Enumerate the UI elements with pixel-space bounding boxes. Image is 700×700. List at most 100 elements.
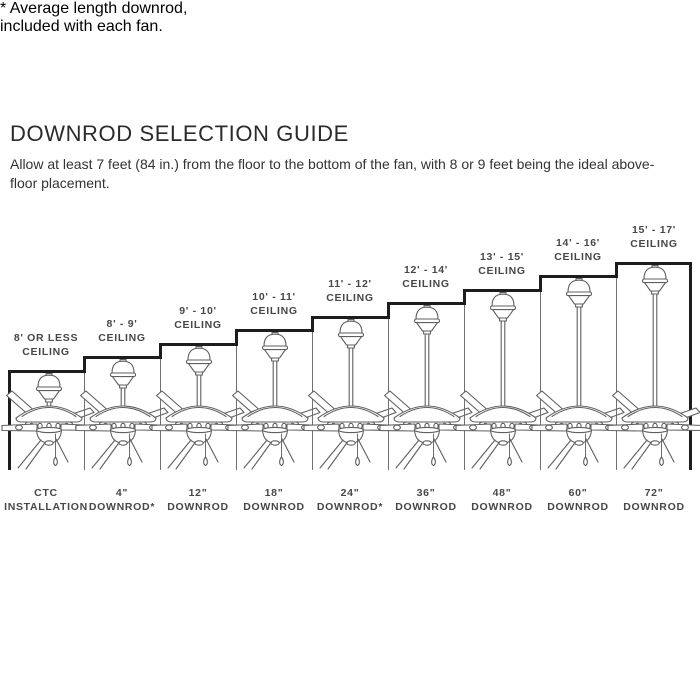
- downrod-length-text: 12": [188, 487, 208, 499]
- fan-step-cell: [227, 329, 323, 470]
- housing-cap: [194, 440, 204, 446]
- pull-chain-weight: [355, 456, 360, 467]
- canopy-bell: [187, 347, 211, 361]
- downrod: [196, 374, 202, 409]
- ceiling-fan-illustration: [455, 292, 551, 470]
- fan-step-cell: [151, 343, 247, 470]
- stair-riser-line: [234, 329, 238, 346]
- blade-iron-left: [393, 424, 401, 431]
- page-title: DOWNROD SELECTION GUIDE: [10, 121, 349, 146]
- ceiling-word-text: CEILING: [22, 345, 70, 358]
- blade-iron-left: [621, 424, 629, 431]
- front-blade-edge: [479, 441, 501, 470]
- canopy-bell: [339, 320, 363, 334]
- front-blade-edge: [99, 441, 121, 470]
- blade-iron-left: [317, 424, 325, 431]
- motor-dome-inner-line: [551, 406, 607, 418]
- downrod: [652, 293, 658, 409]
- intro-text: Allow at least 7 feet (84 in.) from the …: [10, 156, 655, 191]
- blade-iron-left: [469, 424, 477, 431]
- fan-step-cell: [531, 275, 627, 470]
- downrod-length-text: 18": [264, 487, 284, 499]
- pull-chain-weight: [53, 456, 58, 467]
- downrod-word-text: DOWNROD: [243, 500, 305, 513]
- downrod-length-text: 36": [416, 487, 436, 499]
- downrod-size-label: 60" DOWNROD: [530, 487, 626, 514]
- front-blade-edge: [403, 441, 425, 470]
- front-blade-edge: [55, 438, 69, 463]
- canopy-taper: [415, 322, 439, 332]
- canopy-taper: [643, 282, 667, 292]
- motor-dome-inner-line: [171, 406, 227, 418]
- front-blade-edge: [17, 439, 42, 469]
- pull-chain-weight: [659, 456, 664, 467]
- stair-riser-line: [386, 302, 390, 319]
- front-blade-edge: [91, 439, 116, 469]
- fan-step-cell: [303, 316, 399, 470]
- fan-step-cell: [1, 370, 97, 470]
- front-blade-edge: [585, 438, 599, 463]
- pull-chain-weight: [583, 456, 588, 467]
- front-blade-edge: [357, 438, 371, 463]
- ceiling-fan-illustration: [227, 332, 323, 470]
- housing-cap: [498, 440, 508, 446]
- downrod-length-text: 60": [568, 487, 588, 499]
- canopy-bell: [567, 279, 591, 293]
- fan-step-cell: [607, 262, 700, 470]
- ceiling-word-text: CEILING: [402, 277, 450, 290]
- ceiling-height-label: 8' OR LESS CEILING: [0, 330, 94, 370]
- front-blade-edge: [547, 439, 572, 469]
- downrod-size-label: 36" DOWNROD: [378, 487, 474, 514]
- footnote-line-2: included with each fan.: [0, 18, 163, 35]
- ceiling-fan-illustration: [303, 319, 399, 470]
- motor-dome: [165, 405, 233, 423]
- downrod-word-text: DOWNROD: [167, 500, 229, 513]
- motor-dome-inner-line: [21, 406, 77, 418]
- downrod-word-text: DOWNROD: [547, 500, 609, 513]
- downrod: [424, 333, 430, 409]
- stair-riser-line: [158, 343, 162, 359]
- blade-iron-right: [681, 424, 689, 431]
- motor-dome: [317, 405, 385, 423]
- downrod-length-text: 24": [340, 487, 360, 499]
- front-blade-edge: [661, 438, 675, 463]
- ceiling-height-label: 15' - 17' CEILING: [606, 222, 700, 262]
- downrod-word-text: DOWNROD: [623, 500, 685, 513]
- front-blade-edge: [631, 441, 653, 470]
- ceiling-range-text: 13' - 15': [480, 251, 524, 263]
- downrod: [120, 387, 126, 409]
- ceiling-height-label: 14' - 16' CEILING: [530, 235, 626, 275]
- ceiling-word-text: CEILING: [98, 331, 146, 344]
- motor-dome-inner-line: [323, 406, 379, 418]
- blade-iron-left: [165, 424, 173, 431]
- front-blade-edge: [319, 439, 344, 469]
- front-blade-edge: [175, 441, 197, 470]
- front-blade-edge: [205, 438, 219, 463]
- ceiling-height-label: 10' - 11' CEILING: [226, 289, 322, 329]
- downrod-size-label: 4" DOWNROD*: [74, 487, 170, 514]
- motor-dome: [545, 405, 613, 423]
- pull-chain-weight: [203, 456, 208, 467]
- ceiling-fan-illustration: [607, 265, 700, 470]
- front-blade-edge: [509, 438, 523, 463]
- pull-chain-weight: [279, 456, 284, 467]
- motor-dome-inner-line: [399, 406, 455, 418]
- canopy-taper: [187, 363, 211, 373]
- blade-iron-left: [89, 424, 97, 431]
- motor-dome-inner-line: [95, 406, 151, 418]
- downrod-word-text: DOWNROD: [471, 500, 533, 513]
- front-blade-edge: [433, 438, 447, 463]
- ceiling-fan-illustration: [75, 359, 171, 470]
- housing-rim: [489, 426, 517, 434]
- downrod-word-text: DOWNROD*: [88, 500, 156, 513]
- ceiling-fan-illustration: [1, 373, 97, 470]
- housing-rim: [35, 426, 63, 434]
- downrod-word-text: DOWNROD*: [316, 500, 384, 513]
- housing-rim: [185, 426, 213, 434]
- housing-rim: [261, 426, 289, 434]
- downrod-word-text: DOWNROD: [395, 500, 457, 513]
- ceiling-range-text: 9' - 10': [179, 305, 217, 317]
- pull-chain-weight: [127, 456, 132, 467]
- canopy-taper: [339, 336, 363, 346]
- pull-chain-weight: [431, 456, 436, 467]
